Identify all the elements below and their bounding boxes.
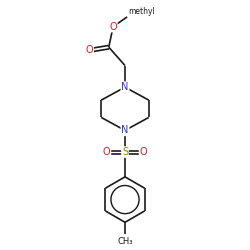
Text: O: O [109,22,117,32]
Text: N: N [121,82,129,92]
Text: O: O [140,147,147,157]
Text: O: O [86,46,93,56]
Text: methyl: methyl [128,7,155,16]
Text: O: O [103,147,110,157]
Text: S: S [122,147,128,157]
Text: N: N [121,126,129,136]
Text: CH₃: CH₃ [117,238,133,246]
